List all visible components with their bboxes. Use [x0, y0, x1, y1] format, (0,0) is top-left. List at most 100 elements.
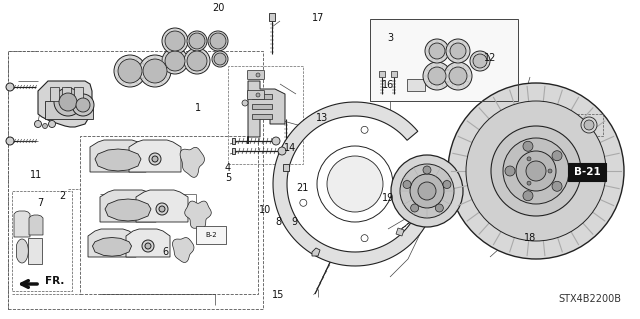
Circle shape — [256, 93, 260, 97]
Polygon shape — [273, 102, 432, 266]
Bar — [575, 114, 603, 136]
Circle shape — [278, 147, 286, 155]
Circle shape — [473, 54, 487, 68]
Polygon shape — [88, 229, 136, 257]
Circle shape — [523, 191, 533, 201]
Circle shape — [400, 164, 454, 218]
Polygon shape — [92, 238, 132, 256]
Circle shape — [162, 48, 188, 74]
Circle shape — [149, 153, 161, 165]
Bar — [74, 87, 83, 101]
Circle shape — [429, 43, 445, 59]
Text: 12: 12 — [484, 53, 496, 63]
Bar — [80, 136, 258, 294]
Circle shape — [435, 204, 444, 212]
Circle shape — [505, 166, 515, 176]
Circle shape — [443, 181, 451, 189]
Bar — [8, 51, 263, 309]
Circle shape — [242, 100, 248, 106]
Circle shape — [446, 39, 470, 63]
Circle shape — [189, 33, 205, 49]
Bar — [252, 94, 272, 99]
Circle shape — [361, 235, 368, 242]
Circle shape — [54, 88, 82, 116]
Circle shape — [212, 51, 228, 67]
Circle shape — [139, 55, 171, 87]
Bar — [252, 104, 272, 109]
Circle shape — [423, 62, 451, 90]
Polygon shape — [126, 229, 170, 257]
Polygon shape — [185, 201, 211, 228]
Polygon shape — [100, 190, 156, 222]
Text: 18: 18 — [524, 233, 536, 243]
Circle shape — [444, 62, 472, 90]
Polygon shape — [379, 71, 385, 77]
Circle shape — [428, 67, 446, 85]
Text: 21: 21 — [296, 183, 308, 193]
Text: 13: 13 — [316, 113, 328, 123]
Circle shape — [552, 181, 562, 191]
Circle shape — [503, 138, 569, 204]
FancyBboxPatch shape — [248, 91, 264, 100]
Polygon shape — [17, 239, 28, 263]
Circle shape — [523, 141, 533, 151]
Circle shape — [162, 28, 188, 54]
Text: 11: 11 — [30, 170, 42, 180]
Bar — [370, 19, 518, 101]
Bar — [12, 191, 72, 291]
Text: 9: 9 — [291, 217, 297, 227]
Text: 2: 2 — [59, 191, 65, 201]
Polygon shape — [173, 238, 194, 263]
Circle shape — [208, 31, 228, 51]
Circle shape — [527, 181, 531, 185]
Circle shape — [423, 166, 431, 174]
Circle shape — [448, 83, 624, 259]
Text: B-2: B-2 — [205, 232, 217, 238]
Circle shape — [142, 240, 154, 252]
Bar — [50, 87, 59, 101]
Polygon shape — [248, 81, 285, 144]
Text: 15: 15 — [272, 290, 284, 300]
Polygon shape — [29, 215, 43, 235]
Circle shape — [361, 126, 368, 133]
Circle shape — [516, 151, 556, 191]
Text: B-21: B-21 — [573, 167, 600, 177]
Circle shape — [411, 204, 419, 212]
Text: 16: 16 — [382, 80, 394, 90]
Circle shape — [466, 101, 606, 241]
Polygon shape — [396, 228, 404, 236]
Bar — [407, 79, 425, 91]
Bar — [196, 226, 226, 244]
Circle shape — [76, 98, 90, 112]
Bar — [228, 66, 303, 164]
Text: 10: 10 — [259, 205, 271, 215]
Circle shape — [6, 137, 14, 145]
Circle shape — [300, 199, 307, 206]
Circle shape — [72, 94, 94, 116]
Circle shape — [35, 121, 42, 128]
Circle shape — [143, 59, 167, 83]
Circle shape — [184, 48, 210, 74]
Circle shape — [418, 182, 436, 200]
Circle shape — [425, 39, 449, 63]
Circle shape — [165, 31, 185, 51]
Text: 8: 8 — [275, 217, 281, 227]
Circle shape — [526, 161, 546, 181]
Circle shape — [548, 169, 552, 173]
Text: 17: 17 — [312, 13, 324, 23]
Circle shape — [470, 51, 490, 71]
Polygon shape — [269, 13, 275, 21]
Text: 7: 7 — [37, 198, 43, 208]
Polygon shape — [370, 19, 518, 101]
Circle shape — [156, 203, 168, 215]
Text: 3: 3 — [387, 33, 393, 43]
Polygon shape — [95, 149, 141, 171]
Circle shape — [317, 146, 393, 222]
Circle shape — [165, 51, 185, 71]
Circle shape — [49, 121, 56, 128]
Circle shape — [42, 123, 47, 129]
Bar — [568, 163, 606, 181]
Circle shape — [403, 181, 411, 189]
Circle shape — [491, 126, 581, 216]
Text: 6: 6 — [162, 247, 168, 257]
